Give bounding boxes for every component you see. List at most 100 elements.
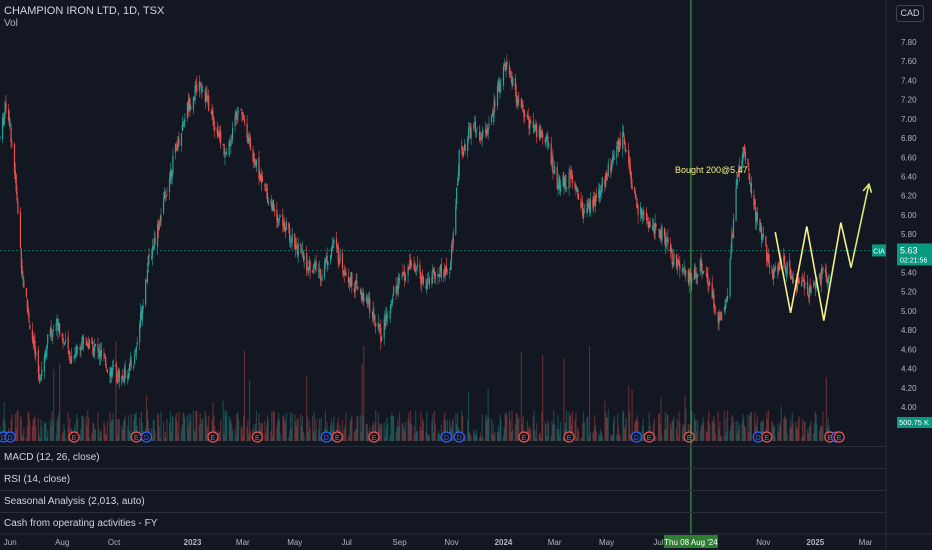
volume-bar [218,432,220,441]
candle-body [772,270,775,280]
candle-body [677,258,679,261]
event-marker-letter: D [144,435,149,442]
candle-body [778,261,781,271]
volume-bar [128,430,131,441]
candle-body [410,259,412,265]
volume-bar [742,413,744,441]
volume-bar [319,436,321,441]
candle-body [210,111,212,114]
symbol-title[interactable]: CHAMPION IRON LTD, 1D, TSX [4,5,165,17]
volume-bar [363,345,365,441]
volume-bar [706,433,708,441]
currency-button[interactable]: CAD [896,5,924,22]
candle-body [404,271,406,281]
volume-bar [37,417,39,441]
x-tick-label: Jul [342,538,352,547]
candle-body [697,273,699,277]
candle-body [479,131,481,141]
volume-bar [605,417,608,441]
volume-bar [652,423,655,441]
candle-body [373,313,375,317]
candle-body [136,342,138,345]
last-price-badge [897,243,932,266]
indicator-cash-flow[interactable]: Cash from operating activities - FY [0,512,886,534]
candle-body [479,137,482,140]
candle-body [622,132,624,149]
candle-body [556,167,558,188]
volume-bar [577,427,579,441]
volume-bar [353,431,355,441]
x-tick-label: May [599,538,614,547]
dividend-marker [440,431,453,443]
volume-bar [82,418,85,441]
volume-bar [548,423,550,441]
candle-body [178,138,180,145]
x-tick-label: Nov [756,538,770,547]
volume-bar [636,414,638,441]
volume-bar [375,410,377,441]
candle-body [253,160,255,162]
candle-body [798,279,800,284]
indicator-macd[interactable]: MACD (12, 26, close) [0,446,886,468]
volume-bar [588,346,591,441]
candle-body [735,187,737,221]
volume-bar [226,410,228,441]
indicator-rsi[interactable]: RSI (14, close) [0,468,886,490]
candle-body [277,218,280,221]
candle-body [374,315,376,324]
candle-body [266,192,269,203]
candle-body [35,351,37,356]
volume-bar [20,418,22,441]
last-price-value: 5.63 [900,245,918,255]
volume-bar [731,414,733,441]
volume-bar [192,410,194,441]
volume-bar [347,436,350,441]
volume-bar [655,437,657,441]
candle-body [134,355,136,364]
candle-body [808,287,810,298]
volume-bar [535,437,537,441]
event-marker-letter: E [211,435,216,442]
candle-body [117,370,120,378]
candle-body [415,266,418,268]
volume-bar [699,431,701,441]
volume-bar [234,427,236,441]
volume-bar [181,424,183,441]
candle-body [219,130,221,140]
candle-body [82,337,85,344]
event-marker-letter: E [764,435,769,442]
volume-bar [789,419,792,441]
volume-bar [624,424,626,441]
event-marker-letter: D [457,435,462,442]
volume-bar [235,434,237,441]
candle-body [294,233,296,249]
volume-bar [546,436,548,441]
candle-body [139,324,141,343]
candle-body [80,350,82,351]
indicator-seasonal[interactable]: Seasonal Analysis (2,013, auto) [0,490,886,512]
volume-bar [116,419,118,441]
volume-bar [550,436,552,441]
volume-bar [189,421,191,441]
candle-body [344,272,346,276]
candle-body [514,78,517,91]
volume-bar [464,434,466,441]
candle-body [576,187,578,192]
volume-bar [802,435,804,441]
candle-body [146,269,148,283]
candle-body [93,345,96,351]
volume-bar [237,411,239,441]
volume-bar [558,429,560,441]
candle-body [341,253,344,268]
candle-body [666,239,668,242]
candle-body [43,357,45,372]
candle-body [147,256,149,267]
volume-bar [202,418,204,441]
volume-bar [816,424,818,441]
volume-bar [451,420,453,441]
volume-bar [617,412,619,441]
volume-bar [571,411,574,441]
volume-bar [147,419,149,441]
volume-bar [784,415,786,441]
